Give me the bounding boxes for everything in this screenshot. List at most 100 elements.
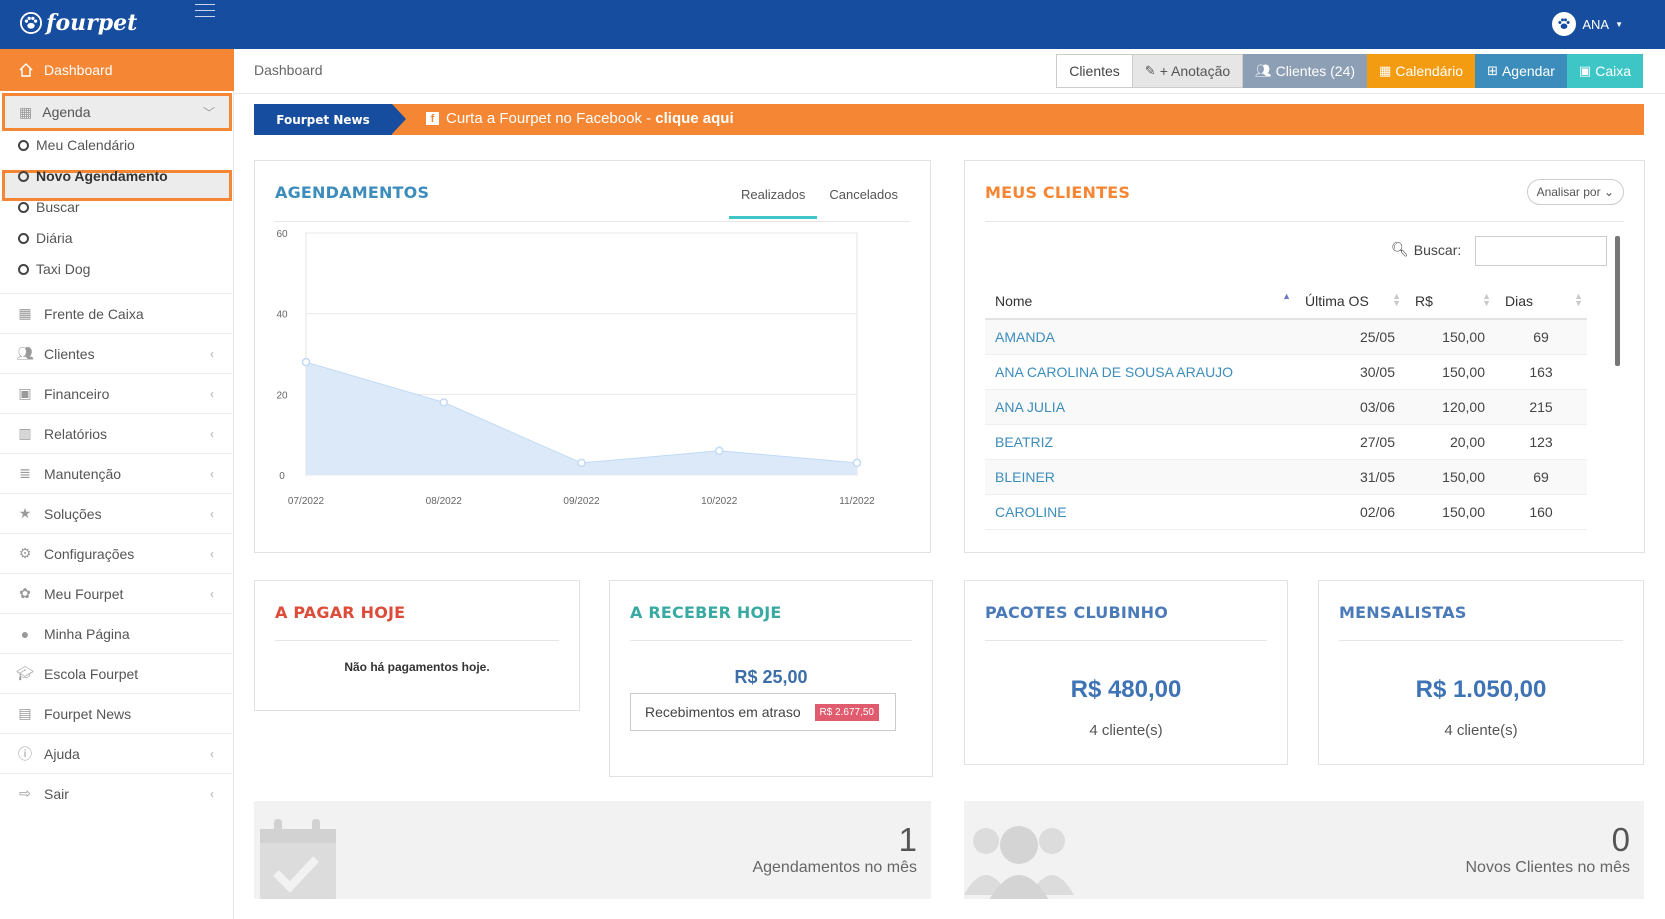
sidebar-subitem-taxi-dog[interactable]: Taxi Dog [18, 261, 90, 277]
divider [275, 640, 559, 641]
anotacao-button[interactable]: ✎ + Anotação [1132, 54, 1244, 88]
atraso-badge: R$ 2.677,50 [814, 704, 879, 721]
brand-logo[interactable]: fourpet [20, 10, 137, 36]
star-icon: ★ [18, 505, 32, 521]
analisar-por-dropdown[interactable]: Analisar por ⌄ [1526, 179, 1624, 205]
sidebar-item-label: Sair [44, 785, 69, 802]
agendar-button[interactable]: ⊞ Agendar [1475, 54, 1567, 88]
clientes-count-button[interactable]: 👥︎ Clientes (24) [1243, 54, 1368, 88]
sidebar-item-solucoes[interactable]: ★ Soluções ‹ [0, 493, 234, 533]
caixa-button[interactable]: ▣ Caixa [1566, 54, 1643, 88]
cell-nome[interactable]: ANA CAROLINA DE SOUSA ARAUJO [985, 354, 1295, 390]
divider [1339, 640, 1623, 641]
sort-asc-icon: ▲ [1282, 291, 1291, 301]
column-header-rs[interactable]: R$ ▲ ▼ [1405, 279, 1495, 320]
table-row[interactable]: BLEINER 31/05 150,00 69 [985, 459, 1587, 495]
news-link[interactable]: f Curta a Fourpet no Facebook - clique a… [426, 110, 734, 127]
cell-valor: 150,00 [1405, 319, 1495, 355]
cell-dias: 163 [1495, 354, 1587, 390]
paw-icon: ✿ [19, 585, 31, 601]
sidebar-item-configuracoes[interactable]: ⚙ Configurações ‹ [0, 533, 234, 573]
column-header-nome[interactable]: Nome ▲ [985, 279, 1295, 320]
chevron-left-icon: ‹ [210, 466, 214, 481]
table-row[interactable]: AMANDA 25/05 150,00 69 [985, 319, 1587, 355]
table-scrollbar[interactable] [1615, 236, 1620, 366]
recebimentos-atraso-link[interactable]: Recebimentos em atraso R$ 2.677,50 [630, 693, 896, 731]
column-header-dias[interactable]: Dias ▲ ▼ [1495, 279, 1587, 320]
novos-clientes-value: 0 [1611, 821, 1630, 858]
y-tick-label: 20 [276, 390, 288, 401]
sidebar-item-label: Fourpet News [44, 705, 132, 722]
tab-cancelados[interactable]: Cancelados [829, 187, 898, 202]
sidebar-item-frente-de-caixa[interactable]: ▦ Frente de Caixa [0, 293, 234, 333]
sort-icon: ▲ ▼ [1392, 291, 1401, 308]
bar-chart-icon: ▥ [18, 425, 32, 441]
active-sub-highlight [2, 170, 232, 201]
sidebar-subitem-novo-agendamento[interactable]: Novo Agendamento [18, 168, 168, 184]
clientes-panel: MEUS CLIENTES Analisar por ⌄ 🔍︎ Buscar: N… [964, 160, 1645, 553]
sidebar-subitem-buscar[interactable]: Buscar [18, 199, 80, 215]
agendamentos-mes-box: 1 Agendamentos no mês [254, 801, 931, 899]
x-tick-label: 07/2022 [288, 496, 325, 507]
cell-nome[interactable]: BLEINER [985, 459, 1295, 495]
sidebar-item-ajuda[interactable]: ⓘ Ajuda ‹ [0, 733, 234, 773]
sidebar-subitem-meu-calendario[interactable]: Meu Calendário [18, 137, 135, 153]
column-header-ultima-os[interactable]: Última OS ▲ ▼ [1295, 279, 1405, 320]
calendar-icon: ▦ [19, 103, 33, 120]
table-row[interactable]: BEATRIZ 27/05 20,00 123 [985, 424, 1587, 460]
mensalistas-panel: MENSALISTAS R$ 1.050,00 4 cliente(s) [1318, 580, 1644, 765]
sidebar-item-label: Relatórios [44, 425, 108, 442]
data-point [715, 446, 724, 456]
subitem-label: Buscar [36, 199, 80, 215]
cell-valor: 150,00 [1405, 494, 1495, 530]
sidebar-item-meu-fourpet[interactable]: ✿ Meu Fourpet ‹ [0, 573, 234, 613]
clientes-button[interactable]: Clientes [1056, 54, 1133, 88]
y-tick-label: 60 [276, 229, 288, 240]
cell-ultima-os: 02/06 [1295, 494, 1405, 530]
sidebar-item-label: Financeiro [44, 385, 110, 402]
sidebar-item-minha-pagina[interactable]: ● Minha Página [0, 613, 234, 653]
agendamentos-title: AGENDAMENTOS [275, 183, 430, 202]
user-menu[interactable]: ANA ▼ [1552, 12, 1623, 36]
mensalistas-title: MENSALISTAS [1339, 603, 1467, 622]
agendamentos-mes-label: Agendamentos no mês [752, 859, 917, 876]
news-link-label[interactable]: clique aqui [655, 110, 734, 127]
a-receber-panel: A RECEBER HOJE R$ 25,00 Recebimentos em … [609, 580, 933, 777]
cell-dias: 160 [1495, 494, 1587, 530]
news-text: Curta a Fourpet no Facebook - [446, 110, 656, 127]
table-row[interactable]: CAROLINE 02/06 150,00 160 [985, 494, 1587, 530]
news-arrow [392, 104, 406, 134]
cell-nome[interactable]: BEATRIZ [985, 424, 1295, 460]
cell-nome[interactable]: AMANDA [985, 319, 1295, 355]
sidebar-item-dashboard[interactable]: Dashboard [0, 49, 234, 91]
calendario-button[interactable]: ▦ Calendário [1367, 54, 1476, 88]
menu-toggle-icon[interactable] [195, 4, 215, 20]
pacotes-title: PACOTES CLUBINHO [985, 603, 1169, 622]
table-row[interactable]: ANA CAROLINA DE SOUSA ARAUJO 30/05 150,00 1… [985, 354, 1587, 390]
sidebar: Dashboard ▦ Agenda ﹀ Meu Calendário Novo… [0, 49, 234, 919]
buscar-label-wrap: 🔍︎ Buscar: [1391, 241, 1461, 258]
novos-clientes-box: 0 Novos Clientes no mês [964, 801, 1644, 899]
search-input[interactable] [1475, 236, 1607, 266]
graduation-cap-icon: 🎓︎ [16, 665, 34, 681]
sidebar-item-agenda[interactable]: ▦ Agenda ﹀ [2, 93, 232, 131]
sidebar-item-relatorios[interactable]: ▥ Relatórios ‹ [0, 413, 234, 453]
sidebar-item-sair[interactable]: ⇨ Sair ‹ [0, 773, 234, 813]
globe-icon: ● [20, 625, 30, 642]
facebook-icon: f [426, 112, 439, 125]
sidebar-item-clientes[interactable]: 👥︎ Clientes ‹ [0, 333, 234, 373]
tab-realizados[interactable]: Realizados [729, 183, 818, 219]
users-icon [964, 826, 1074, 899]
table-row[interactable]: ANA JULIA 03/06 120,00 215 [985, 389, 1587, 425]
sidebar-item-escola-fourpet[interactable]: 🎓︎ Escola Fourpet [0, 653, 234, 693]
sidebar-item-manutencao[interactable]: ≣ Manutenção ‹ [0, 453, 234, 493]
sidebar-item-fourpet-news[interactable]: ▤ Fourpet News [0, 693, 234, 733]
agendamentos-tabs: Realizados Cancelados [729, 183, 910, 219]
sign-out-icon: ⇨ [19, 785, 31, 801]
sidebar-subitem-diaria[interactable]: Diária [18, 230, 73, 246]
sidebar-item-financeiro[interactable]: ▣ Financeiro ‹ [0, 373, 234, 413]
table-header-row: Nome ▲ Última OS ▲ ▼ R$ ▲ ▼ Dias ▲ ▼ [985, 279, 1587, 320]
mensalistas-value: R$ 1.050,00 [1415, 676, 1547, 703]
cell-nome[interactable]: CAROLINE [985, 494, 1295, 530]
cell-nome[interactable]: ANA JULIA [985, 389, 1295, 425]
